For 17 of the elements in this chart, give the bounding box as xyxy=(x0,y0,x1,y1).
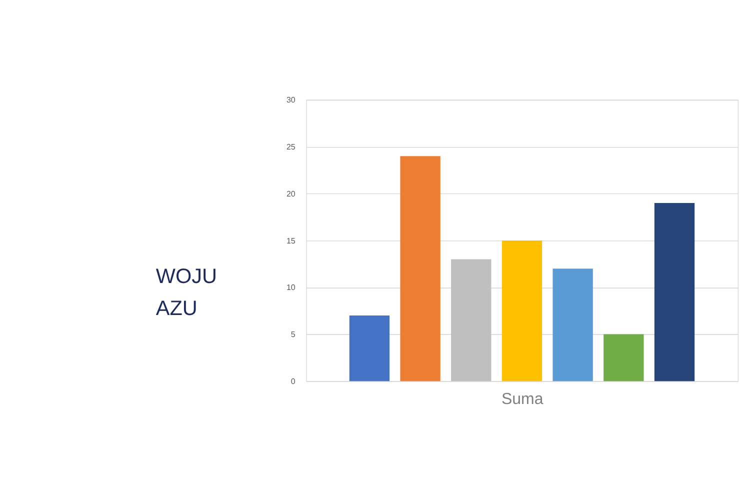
text: AZU xyxy=(156,296,198,320)
y-tick-label: 10 xyxy=(286,283,296,292)
y-tick-label: 0 xyxy=(290,376,296,386)
bar xyxy=(502,240,542,382)
y-tick-label: 20 xyxy=(286,189,296,198)
bar xyxy=(654,202,695,382)
y-tick-label: 15 xyxy=(286,236,296,246)
bar xyxy=(400,156,440,382)
bar xyxy=(451,259,492,382)
bar xyxy=(349,316,390,382)
y-tick-label: 25 xyxy=(286,142,296,152)
y-tick-label: 5 xyxy=(290,330,296,340)
bar xyxy=(552,268,593,382)
x-axis-title: Suma xyxy=(502,390,544,408)
text: WOJU xyxy=(156,264,218,288)
y-tick-label: 30 xyxy=(286,96,296,105)
bar xyxy=(604,334,644,382)
